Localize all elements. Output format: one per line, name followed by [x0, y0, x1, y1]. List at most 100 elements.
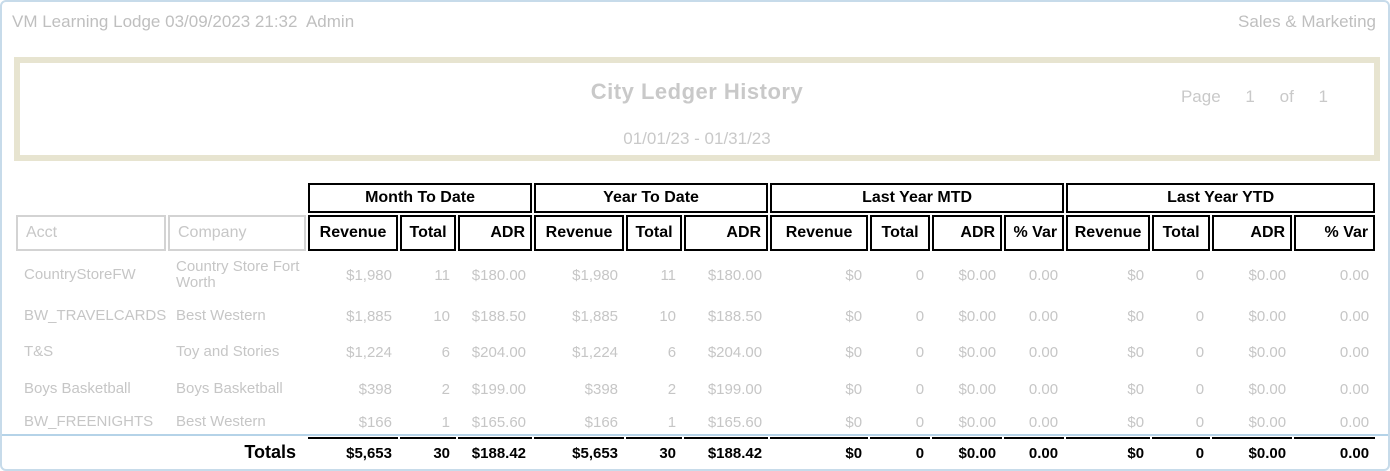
value-cell: $0.00	[958, 266, 997, 284]
value-cell: $0	[1127, 266, 1145, 284]
column-header-revenue: Revenue	[1066, 215, 1151, 251]
page-label: Page	[1180, 87, 1221, 106]
value-cell: 0	[915, 307, 925, 325]
report-title: City Ledger History	[590, 79, 804, 104]
ledger-history-table: Month To Date Year To Date Last Year MTD…	[14, 181, 1377, 469]
total-value-cell: 0.00	[1294, 437, 1376, 467]
department-label: Sales & Marketing	[1238, 12, 1376, 31]
value-cell: 0	[1195, 307, 1205, 325]
value-cell: $0.00	[1248, 343, 1287, 361]
total-value-cell: $0	[770, 437, 869, 467]
total-value-cell: 0.00	[1004, 437, 1065, 467]
value-cell: $166	[358, 413, 392, 431]
total-value-cell: $0.00	[932, 437, 1003, 467]
value-cell: 0.00	[1028, 307, 1059, 325]
value-cell: 1	[667, 413, 677, 431]
company-cell: Country Store Fort Worth	[176, 257, 300, 291]
value-cell: 0	[1195, 380, 1205, 398]
page-total: 1	[1318, 87, 1328, 106]
value-cell: $398	[584, 380, 619, 398]
column-header-pct-var: % Var	[1294, 215, 1376, 251]
value-cell: 0	[1195, 266, 1205, 284]
value-cell: 1	[441, 413, 450, 431]
value-cell: $0	[845, 266, 863, 284]
page-of-label: of	[1279, 87, 1294, 106]
column-header-acct: Acct	[16, 215, 166, 251]
value-cell: $204.00	[471, 343, 527, 361]
value-cell: $0	[845, 380, 863, 398]
value-cell: $0.00	[1248, 413, 1287, 431]
total-value-cell: $188.42	[684, 437, 769, 467]
value-cell: $1,980	[346, 266, 392, 284]
page-number-field[interactable]: 1	[1245, 87, 1255, 106]
value-cell: $188.50	[471, 307, 527, 325]
company-cell: Toy and Stories	[176, 342, 280, 360]
column-header-row: Acct Company Revenue Total ADR Revenue T…	[16, 215, 1376, 251]
value-cell: 11	[660, 266, 677, 284]
value-cell: $0	[1127, 343, 1145, 361]
value-cell: 0.00	[1339, 343, 1370, 361]
value-cell: $1,885	[346, 307, 392, 325]
table-row: BW_TRAVELCARDS Best Western $1,885 10 $1…	[16, 299, 1375, 333]
value-cell: $0	[1127, 413, 1145, 431]
value-cell: $0.00	[1248, 266, 1287, 284]
column-header-pct-var: % Var	[1004, 215, 1065, 251]
totals-spacer	[16, 437, 166, 467]
total-value-cell: $0	[1066, 437, 1151, 467]
table-row: T&S Toy and Stories $1,224 6 $204.00 $1,…	[16, 335, 1375, 369]
value-cell: $165.60	[707, 413, 763, 431]
table-row: BW_FREENIGHTS Best Western $166 1 $165.6…	[16, 409, 1375, 435]
value-cell: $166	[584, 413, 619, 431]
value-cell: $165.60	[471, 413, 527, 431]
value-cell: $199.00	[707, 380, 763, 398]
total-value-cell: $188.42	[458, 437, 533, 467]
total-value-cell: $0.00	[1212, 437, 1293, 467]
value-cell: 10	[659, 307, 677, 325]
value-cell: $0	[1127, 307, 1145, 325]
total-value-cell: 30	[400, 437, 456, 467]
value-cell: $0	[845, 307, 863, 325]
acct-cell: BW_TRAVELCARDS	[24, 306, 166, 324]
column-header-revenue: Revenue	[534, 215, 625, 251]
value-cell: 6	[667, 343, 677, 361]
value-cell: $0.00	[1248, 380, 1287, 398]
column-header-revenue: Revenue	[308, 215, 398, 251]
total-value-cell: 30	[626, 437, 683, 467]
column-header-adr: ADR	[458, 215, 533, 251]
report-header-box: City Ledger History 01/01/23 - 01/31/23 …	[14, 57, 1380, 161]
value-cell: 0.00	[1028, 266, 1059, 284]
company-cell: Best Western	[176, 412, 266, 430]
value-cell: 2	[667, 380, 677, 398]
value-cell: 0.00	[1028, 413, 1059, 431]
value-cell: $1,224	[346, 343, 392, 361]
acct-cell: BW_FREENIGHTS	[24, 412, 154, 430]
value-cell: 0.00	[1339, 266, 1370, 284]
value-cell: $180.00	[707, 266, 763, 284]
group-header-last-year-ytd: Last Year YTD	[1066, 183, 1376, 213]
value-cell: 0	[915, 343, 925, 361]
value-cell: $0	[1127, 380, 1145, 398]
value-cell: $180.00	[471, 266, 527, 284]
page-indicator: Page 1 of 1	[1181, 87, 1328, 107]
table-row: CountryStoreFW Country Store Fort Worth …	[16, 253, 1375, 297]
value-cell: $0.00	[1248, 307, 1287, 325]
column-header-company: Company	[168, 215, 306, 251]
company-cell: Boys Basketball	[176, 379, 283, 397]
value-cell: $0	[845, 413, 863, 431]
column-header-adr: ADR	[932, 215, 1003, 251]
property-info: VM Learning Lodge 03/09/2023 21:32 Admin	[12, 12, 355, 31]
column-header-adr: ADR	[1212, 215, 1293, 251]
column-header-revenue: Revenue	[770, 215, 869, 251]
company-cell: Best Western	[176, 306, 266, 324]
value-cell: 0.00	[1339, 413, 1370, 431]
value-cell: $199.00	[471, 380, 527, 398]
group-header-ytd: Year To Date	[534, 183, 769, 213]
value-cell: 11	[434, 266, 450, 284]
value-cell: 0.00	[1339, 380, 1370, 398]
value-cell: 6	[441, 343, 450, 361]
column-header-total: Total	[626, 215, 683, 251]
top-bar: VM Learning Lodge 03/09/2023 21:32 Admin…	[12, 12, 1376, 32]
acct-cell: T&S	[24, 342, 54, 360]
value-cell: $188.50	[707, 307, 763, 325]
